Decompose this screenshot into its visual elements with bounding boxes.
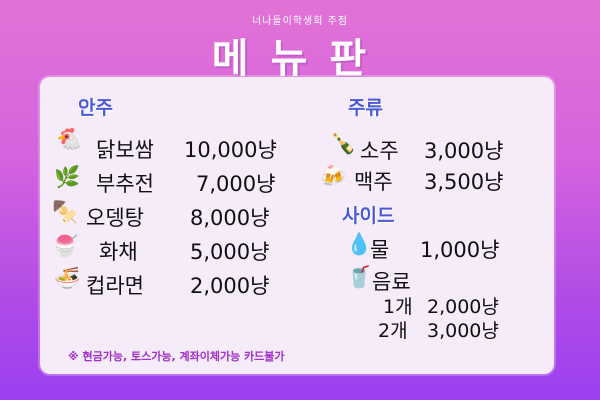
cup-noodle-icon: 🍜	[54, 266, 81, 290]
payment-notice: ※ 현금가능, 토스가능, 계좌이체가능 카드불가	[68, 350, 285, 363]
menu-item-price: 7,000냥	[196, 172, 276, 196]
beer-icon: 🍻	[320, 164, 347, 188]
menu-item-name: 맥주	[354, 170, 393, 194]
drink-cup-icon: 🥤	[346, 265, 373, 289]
menu-card	[40, 77, 554, 374]
page-subtitle: 너나들이학생회 주점	[252, 16, 348, 27]
section-title-anju: 안주	[78, 97, 113, 119]
menu-item-price: 3,500냥	[424, 170, 504, 194]
menu-item-price: 10,000냥	[184, 138, 277, 162]
page-title: 메뉴판	[211, 36, 389, 82]
menu-item-price: 3,000냥	[424, 139, 504, 163]
menu-item-name: 부추전	[96, 172, 154, 196]
chive-icon: 🌿	[54, 165, 81, 189]
chicken-icon: 🐔	[56, 127, 83, 151]
menu-item-price: 1,000냥	[420, 238, 500, 262]
menu-item-name: 음료	[372, 270, 411, 294]
menu-item-name: 컵라면	[86, 274, 144, 298]
menu-item-name: 소주	[360, 139, 399, 163]
drink-option-price: 2,000냥	[427, 296, 499, 318]
soju-bottle-icon: 🍾	[330, 131, 357, 155]
menu-item-name: 화채	[99, 240, 138, 264]
skewer-icon: 🍢	[52, 200, 79, 224]
drink-option-price: 3,000냥	[427, 320, 499, 342]
section-title-side: 사이드	[342, 205, 395, 227]
menu-item-name: 오뎅탕	[86, 206, 144, 230]
water-drop-icon: 💧	[346, 232, 373, 256]
section-title-juryu: 주류	[348, 97, 383, 119]
menu-item-price: 5,000냥	[190, 240, 270, 264]
fruit-punch-icon: 🍧	[52, 234, 79, 258]
menu-item-price: 8,000냥	[190, 206, 270, 230]
menu-item-price: 2,000냥	[190, 274, 270, 298]
drink-option-qty: 1개	[383, 296, 413, 318]
menu-item-name: 물	[370, 238, 390, 262]
menu-item-name: 닭보쌈	[96, 138, 154, 162]
drink-option-qty: 2개	[378, 320, 408, 342]
